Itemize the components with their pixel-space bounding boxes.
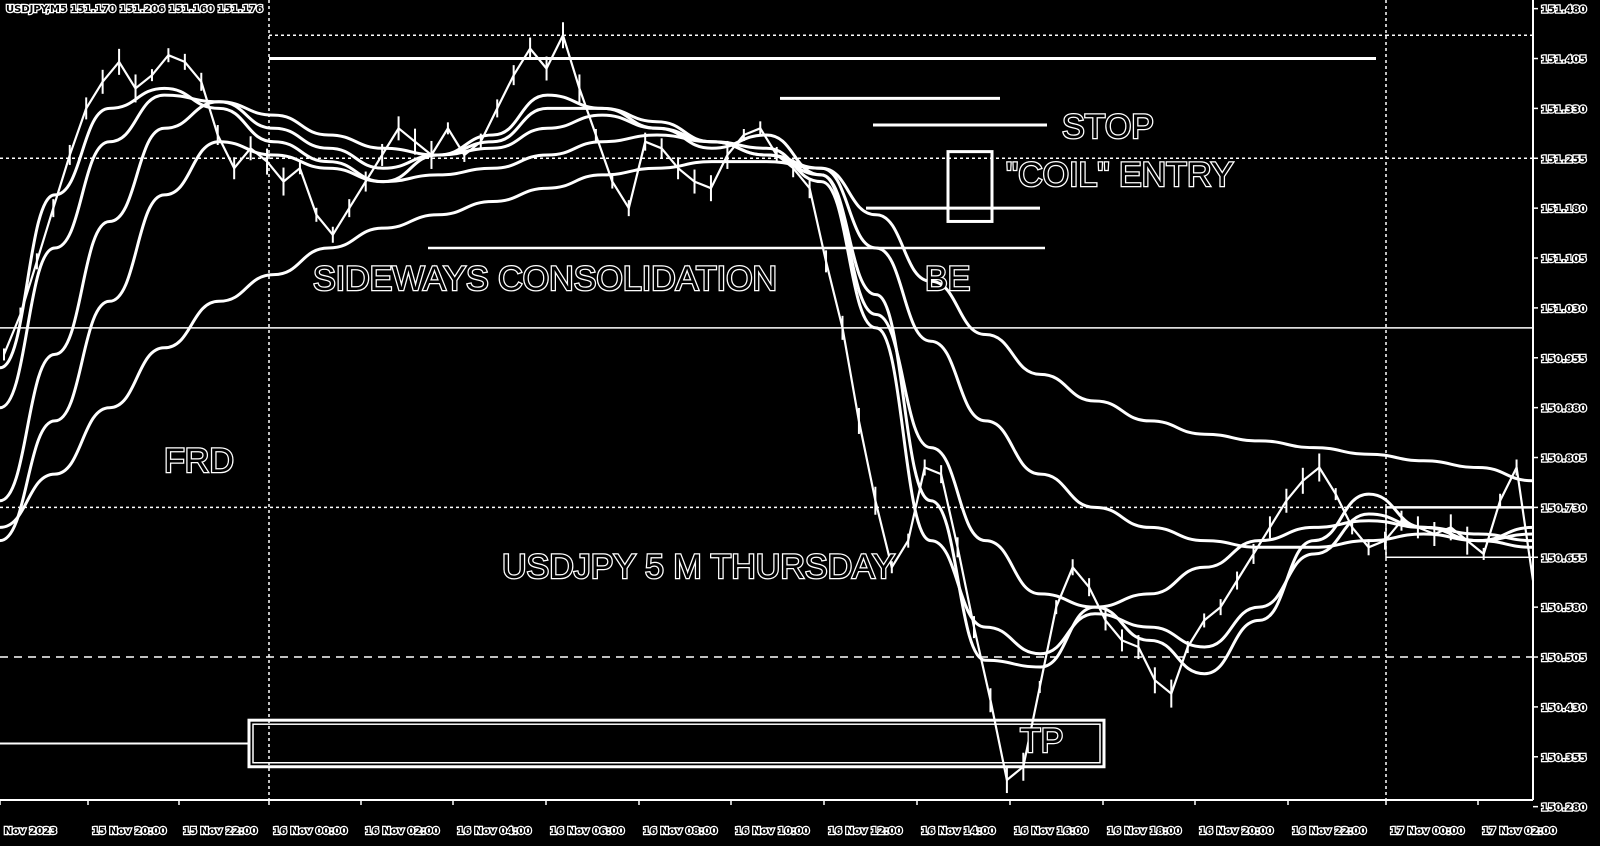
tp-zone-box — [247, 718, 1106, 769]
moving-average-5 — [0, 160, 1534, 529]
y-tick-label: 151.105 — [1541, 254, 1587, 265]
x-tick-label: 16 Nov 14:00 — [921, 826, 996, 837]
x-tick-label: 16 Nov 20:00 — [1199, 826, 1274, 837]
y-tick-label: 150.355 — [1541, 753, 1587, 764]
y-tick-label: 150.730 — [1541, 503, 1587, 514]
y-tick-label: 151.330 — [1541, 104, 1587, 115]
moving-averages — [0, 86, 1534, 676]
y-tick-label: 150.280 — [1541, 803, 1587, 814]
y-tick-label: 151.255 — [1541, 154, 1587, 165]
x-tick-label: 15 Nov 22:00 — [183, 826, 258, 837]
price-line — [2, 34, 1535, 782]
y-tick-label: 150.655 — [1541, 553, 1587, 564]
moving-average-4 — [0, 133, 1534, 549]
price-series — [2, 22, 1535, 794]
x-tick-label: 16 Nov 06:00 — [550, 826, 625, 837]
chart-grid — [268, 0, 1387, 800]
x-tick-label: 15 Nov 20:00 — [92, 826, 167, 837]
y-tick-label: 151.480 — [1541, 5, 1587, 16]
x-tick-label: 16 Nov 16:00 — [1014, 826, 1089, 837]
y-tick-label: 150.505 — [1541, 653, 1587, 664]
y-tick-label: 150.955 — [1541, 354, 1587, 365]
x-tick-label: 17 Nov 00:00 — [1390, 826, 1465, 837]
x-tick-label: 16 Nov 00:00 — [273, 826, 348, 837]
y-axis: 151.480 151.405 151.330 151.255 151.180 151.1… — [1533, 3, 1588, 815]
x-tick-label: Nov 2023 — [4, 826, 57, 837]
annotation-coil-entry: "COIL" ENTRY — [1006, 156, 1234, 194]
y-tick-label: 150.880 — [1541, 404, 1587, 415]
x-tick-label: 16 Nov 02:00 — [365, 826, 440, 837]
x-tick-label: 16 Nov 10:00 — [735, 826, 810, 837]
x-tick-label: 16 Nov 08:00 — [643, 826, 718, 837]
annotation-stop: STOP — [1062, 108, 1154, 146]
y-tick-label: 150.430 — [1541, 703, 1587, 714]
tp-zone-inner — [252, 723, 1101, 764]
x-tick-label: 17 Nov 02:00 — [1482, 826, 1557, 837]
x-tick-label: 16 Nov 12:00 — [828, 826, 903, 837]
chart-frame — [0, 0, 1534, 801]
annotation-sideways-consolidation: SIDEWAYS CONSOLIDATION — [313, 260, 777, 298]
y-tick-label: 151.180 — [1541, 204, 1587, 215]
annotation-frd: FRD — [164, 442, 234, 480]
y-tick-label: 151.405 — [1541, 55, 1587, 66]
chart-header: USDJPY,M5 151.170 151.206 151.160 151.17… — [6, 4, 263, 15]
x-axis: Nov 2023 15 Nov 20:00 15 Nov 22:00 16 Nov 0… — [0, 800, 1558, 838]
annotation-tp: TP — [1020, 722, 1063, 760]
x-tick-label: 16 Nov 18:00 — [1107, 826, 1182, 837]
y-tick-label: 151.030 — [1541, 304, 1587, 315]
moving-average-1 — [0, 86, 1534, 676]
y-tick-label: 150.580 — [1541, 603, 1587, 614]
y-tick-label: 150.805 — [1541, 454, 1587, 465]
x-tick-label: 16 Nov 22:00 — [1292, 826, 1367, 837]
annotation-caption: USDJPY 5 M THURSDAY — [502, 548, 895, 586]
x-tick-label: 16 Nov 04:00 — [457, 826, 532, 837]
coil-entry-box — [946, 150, 994, 223]
annotation-be: BE — [925, 260, 970, 298]
